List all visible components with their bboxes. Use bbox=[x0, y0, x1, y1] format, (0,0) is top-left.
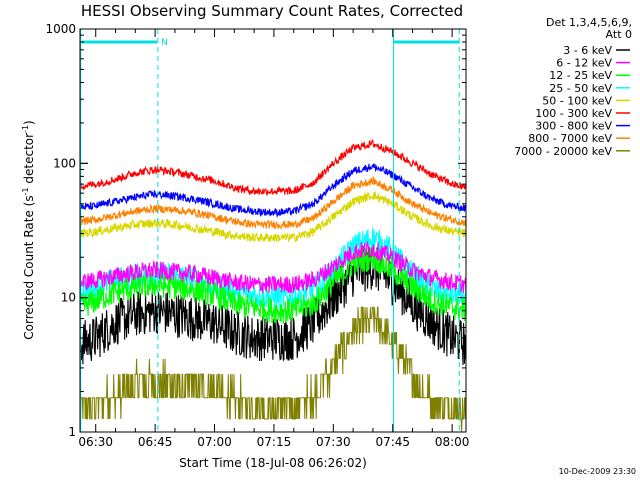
legend-label-2: 6 - 12 keV bbox=[556, 57, 612, 70]
legend-label-7: 300 - 800 keV bbox=[535, 120, 612, 133]
x-tick-label-0800: 08:00 bbox=[435, 435, 470, 449]
series-line-9 bbox=[80, 306, 466, 432]
x-tick-label-0630: 06:30 bbox=[78, 435, 113, 449]
legend-label-6: 100 - 300 keV bbox=[535, 107, 612, 120]
series-line-7 bbox=[80, 163, 466, 218]
x-tick-label-0715: 07:15 bbox=[257, 435, 292, 449]
legend-header-detectors: Det 1,3,4,5,6,9, bbox=[546, 16, 632, 29]
legend-label-8: 800 - 7000 keV bbox=[528, 132, 612, 145]
series-line-6 bbox=[80, 138, 466, 196]
x-tick-label-0730: 07:30 bbox=[316, 435, 351, 449]
legend-label-5: 50 - 100 keV bbox=[542, 94, 612, 107]
series-line-4 bbox=[80, 227, 466, 311]
series-line-8 bbox=[80, 176, 466, 231]
y-tick-label-10: 10 bbox=[61, 291, 76, 305]
y-tick-label-100: 100 bbox=[53, 156, 76, 170]
legend-label-4: 25 - 50 keV bbox=[549, 82, 612, 95]
timestamp: 10-Dec-2009 23:30 bbox=[559, 467, 636, 476]
flag-bar-n-label: N bbox=[161, 38, 168, 48]
chart-title: HESSI Observing Summary Count Rates, Cor… bbox=[81, 2, 463, 20]
y-axis-label-sup1: -1 bbox=[21, 187, 30, 195]
legend-header-attenuator: Att 0 bbox=[606, 28, 632, 41]
series-line-3 bbox=[80, 246, 466, 324]
y-tick-label-1: 1 bbox=[68, 425, 76, 439]
y-axis-label: Corrected Count Rate (s-1 detector-1) bbox=[21, 120, 36, 339]
legend-label-9: 7000 - 20000 keV bbox=[514, 145, 612, 158]
x-tick-label-0745: 07:45 bbox=[375, 435, 410, 449]
x-axis-label: Start Time (18-Jul-08 06:26:02) bbox=[179, 456, 367, 470]
y-axis-label-main: Corrected Count Rate (s bbox=[22, 195, 36, 339]
x-tick-label-0700: 07:00 bbox=[197, 435, 232, 449]
series-line-5 bbox=[80, 191, 466, 243]
x-tick-label-0645: 06:45 bbox=[138, 435, 173, 449]
legend-label-3: 12 - 25 keV bbox=[549, 69, 612, 82]
series-line-2 bbox=[80, 241, 466, 294]
plot-layer: N 1 10 100 1000 06:30 06:45 07:00 07:15 07:30 07:4… bbox=[45, 22, 630, 449]
y-axis-label-mid: detector bbox=[22, 133, 36, 188]
legend-label-1: 3 - 6 keV bbox=[563, 44, 612, 57]
y-axis-label-end: ) bbox=[22, 120, 36, 125]
y-tick-label-1000: 1000 bbox=[45, 22, 76, 36]
y-axis-label-sup2: -1 bbox=[21, 125, 30, 133]
plot-frame bbox=[79, 28, 467, 433]
